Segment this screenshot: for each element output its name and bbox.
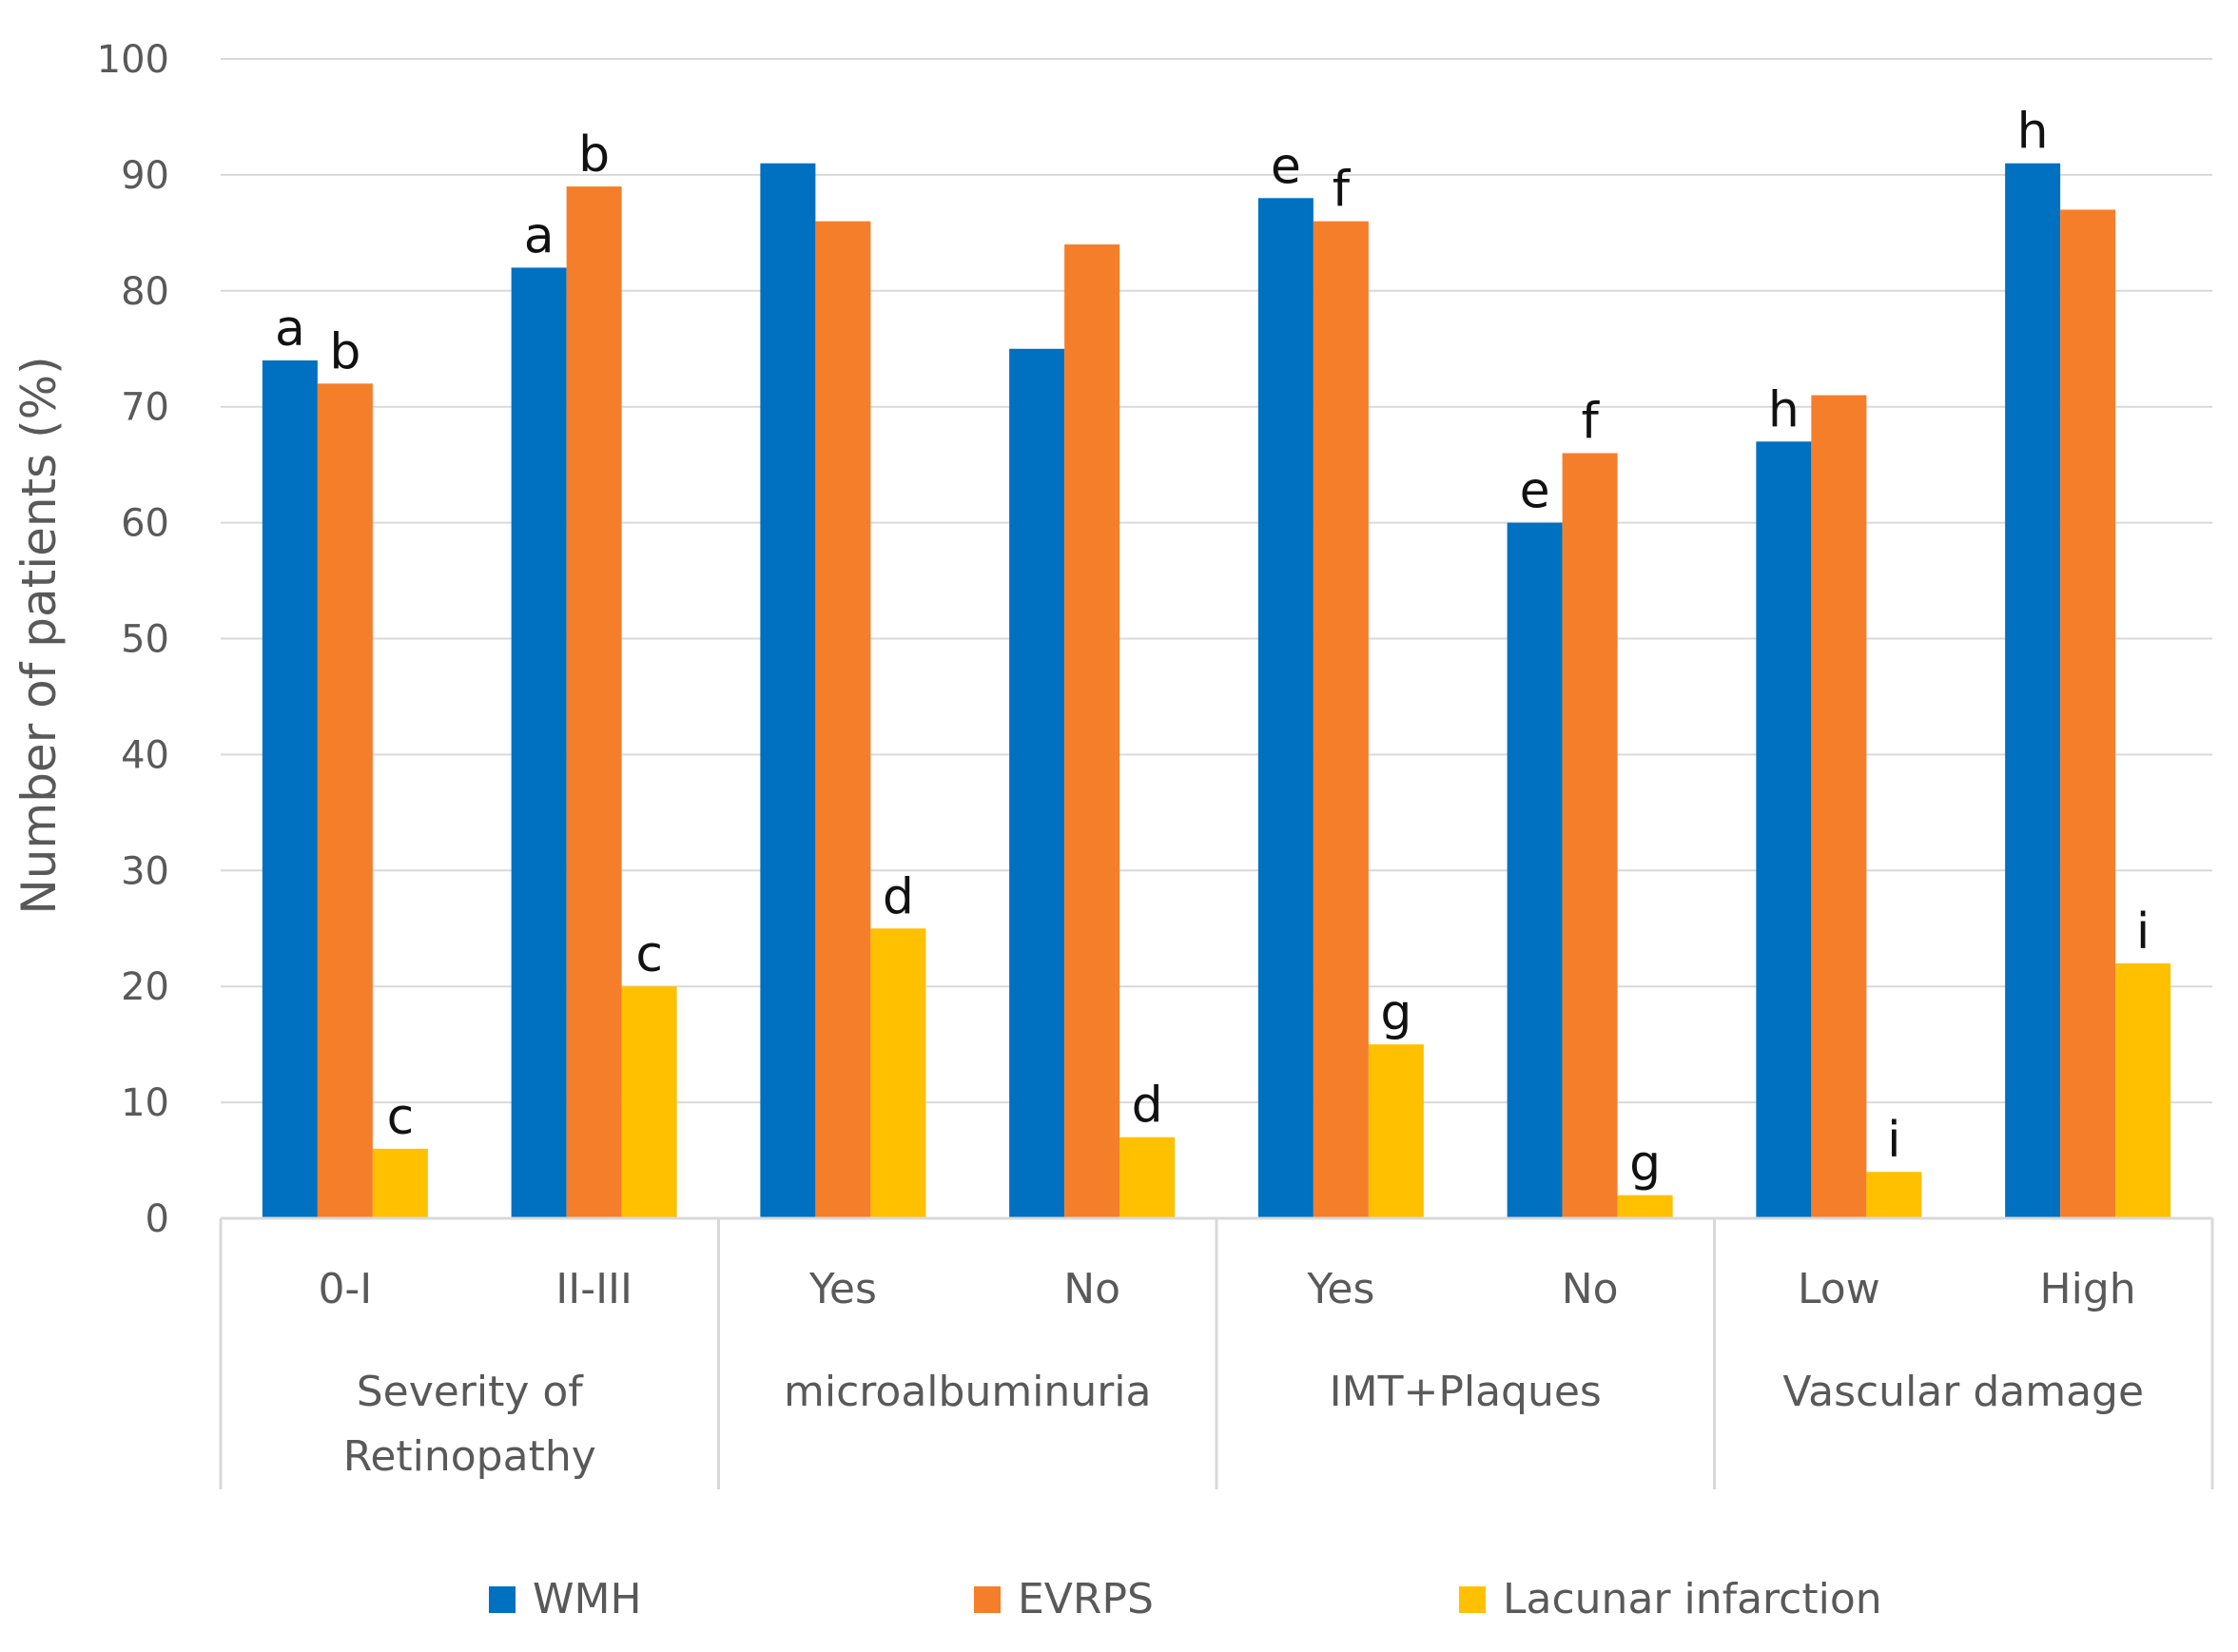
x-tick-label: Low (1798, 1265, 1880, 1313)
group-label: microalbuminuria (784, 1368, 1151, 1416)
legend-label: Lacunar infarction (1503, 1575, 1882, 1623)
y-tick-label: 60 (121, 502, 169, 546)
x-tick-label: Yes (1306, 1265, 1374, 1313)
bar-evrps (2060, 209, 2116, 1219)
bar-evrps (815, 221, 871, 1218)
bar-evrps (1313, 221, 1369, 1218)
y-tick-label: 20 (121, 965, 169, 1009)
y-tick-label: 10 (121, 1081, 169, 1125)
y-tick-label: 100 (97, 38, 169, 82)
significance-letter: a (524, 207, 555, 264)
bar-wmh (1009, 348, 1065, 1218)
bar-wmh (511, 267, 567, 1218)
significance-letter: f (1333, 162, 1352, 219)
significance-letter: b (329, 323, 360, 380)
bar-wmh (262, 360, 318, 1218)
bar-lacunar-infarction (1368, 1044, 1424, 1218)
y-tick-label: 40 (121, 733, 169, 777)
group-label: IMT+Plaques (1330, 1368, 1602, 1416)
bar-evrps (317, 383, 373, 1218)
bar-lacunar-infarction (372, 1148, 428, 1218)
legend-label: EVRPS (1018, 1575, 1154, 1623)
group-label: Severity of (357, 1368, 585, 1416)
bar-wmh (1257, 198, 1314, 1218)
y-tick-label: 90 (121, 154, 169, 198)
group-label: Retinopathy (343, 1432, 596, 1481)
bar-wmh (2005, 163, 2061, 1219)
y-tick-label: 80 (121, 270, 169, 314)
significance-letter: d (1132, 1078, 1163, 1135)
significance-letter: b (578, 126, 610, 184)
significance-letter: i (2136, 904, 2150, 961)
significance-letter: c (387, 1089, 415, 1146)
x-tick-label: 0-I (318, 1265, 372, 1313)
significance-letter: a (275, 301, 305, 358)
x-tick-label: High (2040, 1265, 2136, 1313)
bar-lacunar-infarction (1866, 1172, 1922, 1218)
legend: WMH EVRPS Lacunar infarction (489, 1575, 1882, 1623)
y-axis: 0 10 20 30 40 50 60 70 80 90 100 (97, 38, 169, 1241)
group-label: Vascular damage (1782, 1368, 2144, 1416)
y-axis-label: Number of patients (%) (11, 356, 67, 914)
significance-letter: g (1380, 984, 1411, 1041)
significance-letter: i (1887, 1112, 1900, 1169)
bar-lacunar-infarction (1617, 1195, 1673, 1218)
significance-letter: h (2017, 104, 2049, 161)
significance-letter: c (635, 926, 663, 983)
significance-letter: f (1581, 393, 1600, 450)
x-axis: 0-I II-III Yes No Yes No Low High Severity of Ret… (219, 1216, 2214, 1489)
significance-letter: g (1629, 1136, 1661, 1193)
significance-letter: e (1271, 138, 1301, 195)
y-tick-label: 70 (121, 386, 169, 430)
bar-wmh (760, 163, 816, 1219)
bar-lacunar-infarction (621, 986, 677, 1218)
bar-wmh (1507, 522, 1563, 1218)
legend-swatch (974, 1586, 1001, 1613)
bar-lacunar-infarction (870, 928, 926, 1218)
significance-letter: d (883, 868, 914, 925)
bar-lacunar-infarction (1119, 1137, 1176, 1218)
legend-swatch (489, 1586, 516, 1613)
legend-label: WMH (533, 1575, 642, 1623)
y-tick-label: 50 (121, 618, 169, 662)
significance-letter: h (1768, 381, 1800, 438)
x-tick-label: No (1063, 1265, 1120, 1313)
bar-evrps (1811, 395, 1867, 1218)
bars (262, 163, 2171, 1219)
bar-lacunar-infarction (2115, 962, 2171, 1218)
bar-evrps (1562, 453, 1618, 1219)
bar-wmh (1756, 441, 1812, 1218)
bar-evrps (566, 186, 622, 1219)
bar-evrps (1064, 244, 1120, 1218)
x-tick-label: No (1562, 1265, 1619, 1313)
y-tick-label: 30 (121, 849, 169, 893)
legend-swatch (1459, 1586, 1486, 1613)
x-tick-label: Yes (808, 1265, 877, 1313)
x-tick-label: II-III (555, 1265, 632, 1313)
y-tick-label: 0 (146, 1197, 169, 1241)
significance-letter: e (1520, 463, 1550, 520)
